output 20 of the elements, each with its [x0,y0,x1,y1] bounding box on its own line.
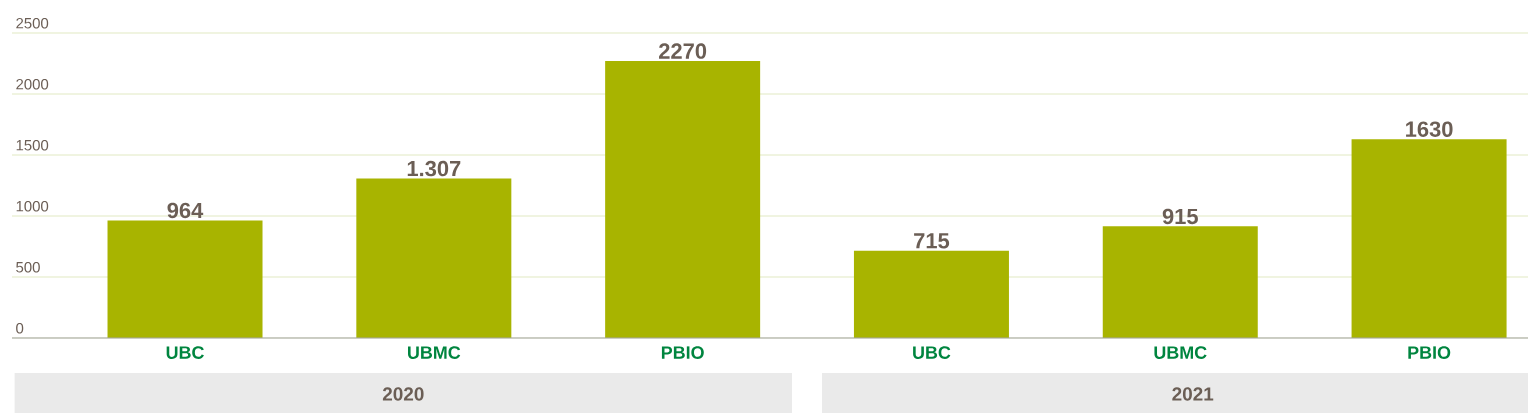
text: 2021 [1172,387,1214,401]
text: 2020 [382,387,424,401]
y-tick-label: 500 [16,261,40,273]
x-tick-label: PBIO [1408,346,1451,359]
y-tick-label: 1500 [16,139,49,151]
data-label: 2270 [659,43,707,59]
data-label: 715 [914,233,950,249]
data-label: 915 [1162,208,1198,225]
data-label: 1.307 [407,160,461,177]
data-label: 964 [167,202,204,219]
x-tick-label: UBMC [408,346,461,359]
y-tick-label: 0 [16,322,24,334]
y-tick-label: 1000 [16,200,49,212]
x-tick-label: UBC [913,346,951,359]
data-label: 1630 [1406,121,1453,137]
x-tick-label: UBMC [1154,346,1207,359]
y-tick-label: 2500 [16,17,49,29]
x-tick-label: UBC [166,346,204,359]
x-tick-label: PBIO [661,346,704,359]
y-tick-label: 2000 [16,78,49,90]
